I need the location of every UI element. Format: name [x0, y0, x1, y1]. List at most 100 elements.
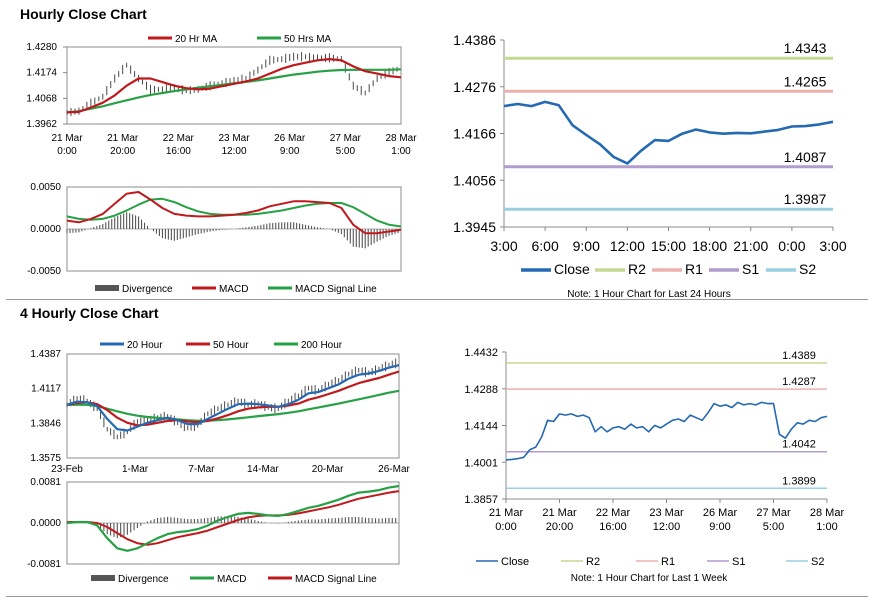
four-hourly-price-ytick: 1.3575 [30, 453, 61, 464]
four_hourly_levels-xtick-date: 26 Mar [703, 507, 738, 519]
four-hourly-price-xtick: 23-Feb [51, 464, 83, 475]
hourly_levels-xtick: 6:00 [532, 238, 559, 254]
four-hourly-macd-ytick: -0.0081 [27, 559, 61, 570]
hourly_levels-xtick: 18:00 [692, 238, 727, 254]
four_hourly_levels-xtick-time: 5:00 [763, 521, 784, 533]
hourly_levels-ytick: 1.4056 [453, 172, 496, 188]
four-hourly-price-ytick: 1.4117 [31, 384, 61, 395]
four_hourly_levels-ytick: 1.4288 [464, 384, 498, 396]
hourly-price-xtick-time: 0:00 [57, 146, 77, 157]
four-hourly-legend-200-label: 200 Hour [301, 340, 343, 351]
hourly_levels-close-line [503, 100, 834, 165]
hourly_levels-legend-r2-label: R2 [628, 261, 646, 277]
four-hourly-price-xtick: 14-Mar [247, 464, 279, 475]
hourly-price-ytick: 1.4280 [26, 42, 57, 53]
hourly-price-xtick-date: 26 Mar [274, 133, 306, 144]
hourly_levels-legend-s1-label: S1 [742, 261, 759, 277]
section-divider-bottom [6, 596, 868, 597]
four_hourly_levels-legend-s2-label: S2 [811, 556, 824, 568]
hourly_levels-xtick: 21:00 [733, 238, 768, 254]
four_hourly_levels-xtick-time: 16:00 [599, 521, 627, 533]
hourly_levels-ytick: 1.3945 [453, 219, 496, 235]
four_hourly_levels-ytick: 1.4432 [464, 347, 498, 359]
hourly-legend-signal-label: MACD Signal Line [295, 284, 377, 295]
four_hourly_levels-xtick-time: 0:00 [495, 521, 516, 533]
hourly-legend-divergence-label: Divergence [122, 284, 173, 295]
hourly-macd-line [66, 191, 402, 235]
hourly-price-xtick-date: 27 Mar [330, 133, 362, 144]
hourly_levels-note: Note: 1 Hour Chart for Last 24 Hours [567, 289, 730, 300]
four-hourly-macd-ytick: 0.0081 [30, 477, 61, 488]
hourly-price-ytick: 1.4068 [26, 93, 57, 104]
four-hourly-price-xtick: 1-Mar [122, 464, 149, 475]
four-hourly-price-xtick: 26-Mar [378, 464, 410, 475]
hourly-price-xtick-time: 1:00 [391, 146, 411, 157]
hourly-price-frame [66, 46, 402, 125]
hourly-section-title: Hourly Close Chart [20, 6, 147, 22]
four_hourly_levels-xtick-time: 1:00 [816, 521, 837, 533]
four_hourly_levels-xtick-date: 27 Mar [756, 507, 791, 519]
four_hourly_levels-xtick-date: 21 Mar [542, 507, 577, 519]
hourly-price-xtick-date: 23 Mar [218, 133, 250, 144]
four-hourly-legend-50-label: 50 Hour [213, 340, 249, 351]
hourly_levels-xtick: 0:00 [778, 238, 805, 254]
four_hourly_levels-xtick-time: 9:00 [709, 521, 730, 533]
four_hourly_levels-xtick-date: 28 Mar [810, 507, 845, 519]
hourly-price-ytick: 1.4174 [26, 68, 57, 79]
four-hourly-section-title: 4 Hourly Close Chart [20, 305, 159, 321]
four_hourly_levels-level-label-r1: 1.4287 [782, 376, 816, 388]
hourly_levels-legend-s2-label: S2 [799, 261, 816, 277]
four_hourly_levels-ytick: 1.3857 [464, 494, 498, 506]
four-hourly-legend-divergence-label: Divergence [118, 574, 169, 585]
hourly-price-xtick-time: 16:00 [166, 146, 191, 157]
four_hourly_levels-level-label-r2: 1.4389 [782, 350, 816, 362]
hourly-ma20-line [66, 58, 402, 114]
four_hourly_levels-legend-r1-label: R1 [661, 556, 675, 568]
four-hourly-macd-ytick: 0.0000 [30, 518, 61, 529]
four_hourly_levels-level-label-s2: 1.3899 [782, 475, 816, 487]
hourly-legend-macd-label: MACD [219, 284, 248, 295]
four-hourly-price-ytick: 1.4387 [30, 349, 61, 360]
four_hourly_levels-legend-r2-label: R2 [586, 556, 600, 568]
four-hourly-legend-macd-label: MACD [217, 574, 246, 585]
four_hourly_levels-xtick-time: 20:00 [546, 521, 574, 533]
hourly_levels-level-label-s1: 1.4087 [784, 149, 827, 165]
four-hourly-price-xtick: 7-Mar [188, 464, 215, 475]
four_hourly_levels-close-line [505, 401, 828, 461]
four_hourly_levels-legend-close-label: Close [501, 556, 529, 568]
four-hourly-ma50-line [66, 370, 400, 427]
hourly-price-xtick-time: 9:00 [280, 146, 300, 157]
hourly_levels-legend-r1-label: R1 [685, 261, 703, 277]
hourly_levels-ytick: 1.4276 [453, 79, 496, 95]
hourly-price-xtick-time: 20:00 [110, 146, 135, 157]
hourly_levels-level-label-r1: 1.4265 [784, 73, 827, 89]
four-hourly-legend-20-label: 20 Hour [127, 340, 163, 351]
hourly_levels-xtick: 12:00 [610, 238, 645, 254]
four_hourly_levels-xtick-date: 23 Mar [649, 507, 684, 519]
four_hourly_levels-level-label-s1: 1.4042 [782, 439, 816, 451]
four-hourly-ma200-line [66, 389, 400, 422]
four_hourly_levels-xtick-date: 21 Mar [489, 507, 524, 519]
hourly-price-xtick-time: 12:00 [221, 146, 246, 157]
hourly_levels-xtick: 3:00 [819, 238, 846, 254]
hourly_levels-ytick: 1.4386 [453, 32, 496, 48]
hourly-price-xtick-date: 21 Mar [107, 133, 139, 144]
hourly-macd-ytick: -0.0050 [27, 266, 61, 277]
hourly_levels-ytick: 1.4166 [453, 126, 496, 142]
hourly-price-xtick-time: 5:00 [336, 146, 356, 157]
four-hourly-legend-signal-label: MACD Signal Line [295, 574, 377, 585]
hourly_levels-level-label-r2: 1.4343 [784, 40, 827, 56]
hourly-legend-ma20-label: 20 Hr MA [175, 34, 218, 45]
four_hourly_levels-xtick-time: 12:00 [653, 521, 681, 533]
hourly_levels-xtick: 15:00 [651, 238, 686, 254]
four-hourly-price-xtick: 20-Mar [312, 464, 344, 475]
hourly-legend-ma50-label: 50 Hrs MA [284, 34, 332, 45]
hourly-ma50-line [66, 68, 402, 114]
hourly_levels-legend-close-label: Close [554, 261, 590, 277]
hourly_levels-xtick: 3:00 [490, 238, 517, 254]
section-divider-top [6, 299, 868, 300]
hourly-price-xtick-date: 28 Mar [385, 133, 417, 144]
hourly-macd-ytick: 0.0000 [30, 224, 61, 235]
hourly_levels-level-label-s2: 1.3987 [784, 191, 827, 207]
